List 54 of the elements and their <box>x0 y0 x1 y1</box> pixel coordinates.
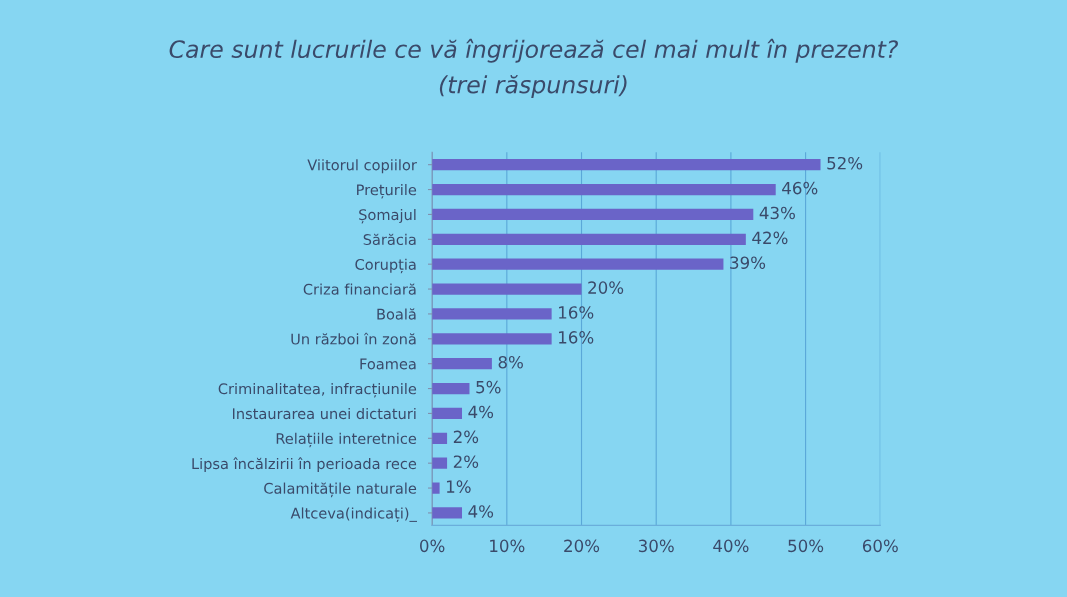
data-label: 2% <box>453 455 479 469</box>
bar <box>432 507 463 519</box>
bar <box>432 482 440 494</box>
y-tick-label: Calamitățile naturale <box>264 482 417 498</box>
bar <box>432 159 821 171</box>
data-label: 46% <box>782 181 818 195</box>
bar <box>432 283 582 295</box>
bar <box>432 183 776 196</box>
x-tick-label: 0% <box>420 539 445 553</box>
bar <box>432 407 463 420</box>
x-tick-label: 40% <box>713 539 749 553</box>
bar <box>432 457 448 469</box>
data-label: 42% <box>752 231 788 245</box>
data-label: 8% <box>498 355 523 369</box>
x-tick-label: 60% <box>862 539 898 553</box>
y-tick-label: Sărăcia <box>363 233 416 246</box>
bar <box>432 358 492 370</box>
bar <box>432 382 470 395</box>
bar <box>432 208 754 221</box>
y-tick-label: Șomajul <box>359 208 416 224</box>
bar <box>432 432 448 444</box>
y-tick-label: Un război în zonă <box>291 332 416 345</box>
y-tick-label: Boală <box>377 308 416 320</box>
y-tick-label: Corupția <box>355 258 416 274</box>
bar <box>432 233 746 245</box>
data-label: 5% <box>476 380 501 394</box>
y-tick-label: Criminalitatea, infracțiunile <box>218 383 417 398</box>
data-label: 4% <box>468 505 494 518</box>
data-label: 16% <box>559 306 594 319</box>
data-label: 1% <box>446 480 471 493</box>
data-label: 52% <box>827 156 863 170</box>
y-tick-label: Criza financiară <box>303 283 416 295</box>
chart-subtitle: (trei răspunsuri) <box>439 75 627 99</box>
data-label: 39% <box>730 256 766 270</box>
data-label: 2% <box>453 430 479 444</box>
bar <box>432 258 724 270</box>
y-tick-label: Altceva(indicați)_ <box>290 507 417 522</box>
data-label: 4% <box>468 405 494 419</box>
x-tick-label: 20% <box>564 539 600 553</box>
data-label: 20% <box>588 281 624 294</box>
x-tick-label: 30% <box>638 539 674 553</box>
y-tick-label: Prețurile <box>357 184 417 199</box>
x-tick-label: 50% <box>788 539 824 553</box>
data-label: 16% <box>559 331 594 344</box>
y-tick-label: Relațiile interetnice <box>276 432 417 448</box>
y-tick-label: Lipsa încălzirii în perioada rece <box>192 457 417 473</box>
chart-title: Care sunt lucrurile ce vă îngrijorează cel mai mult în prezent? <box>169 38 898 63</box>
y-tick-label: Viitorul copiilor <box>307 159 417 174</box>
x-tick-label: 10% <box>490 539 525 553</box>
bar <box>432 308 552 320</box>
data-label: 43% <box>759 206 795 220</box>
y-tick-label: Instaurarea unei dictaturi <box>232 407 416 420</box>
y-tick-label: Foamea <box>360 358 416 370</box>
bar <box>432 333 552 345</box>
